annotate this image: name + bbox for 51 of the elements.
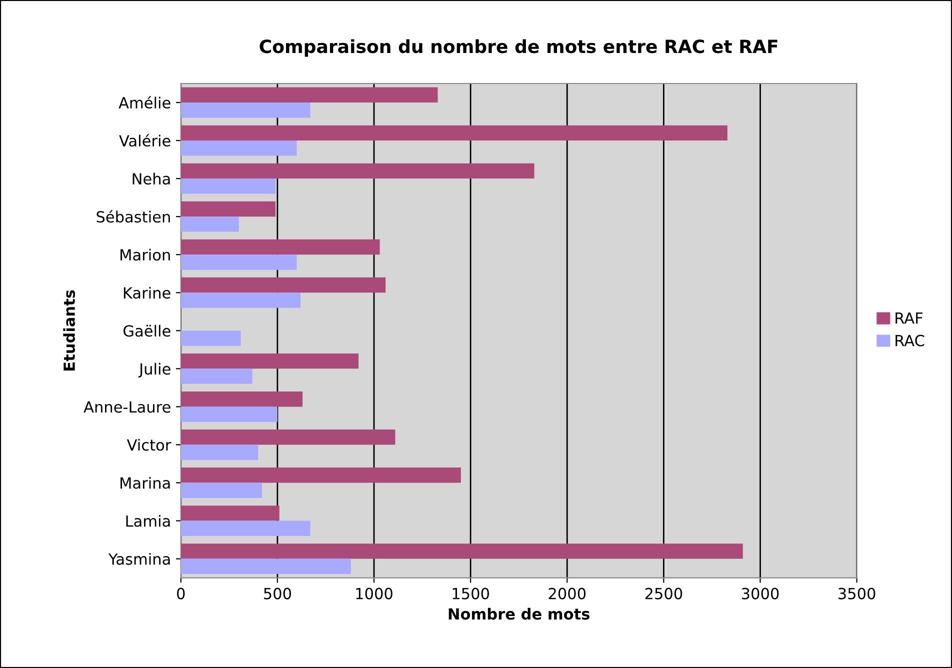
bar [180,102,310,118]
bar [180,254,297,270]
bar [180,87,438,103]
bar [180,125,728,141]
bar [180,482,262,498]
x-axis-title: Nombre de mots [448,608,590,620]
y-tick-label: Julie [138,362,170,378]
x-tick-label: 2000 [548,588,586,600]
bar [180,216,239,232]
bar [180,239,380,255]
y-tick-label: Sébastien [96,210,170,223]
y-tick-label: Yasmina [108,553,170,565]
y-tick-label: Victor [126,438,172,451]
bar [180,201,276,217]
bar [180,520,310,536]
bar [180,353,359,369]
y-tick-label: Anne-Laure [84,401,170,413]
y-tick-label: Amélie [118,96,170,109]
bar [180,330,241,346]
x-tick-label: 500 [264,588,292,600]
bar [180,277,386,293]
y-tick-label: Neha [132,172,170,185]
y-axis-title: Etudiants [63,290,76,370]
x-tick-label: 1000 [356,588,392,600]
bar [180,406,278,422]
bar [180,544,743,559]
bar [180,368,252,384]
bar [180,430,396,445]
y-tick-label: Valérie [119,134,170,147]
bar [180,140,297,156]
bar [180,506,280,521]
bar [180,468,461,483]
x-tick-label: 0 [177,588,185,600]
chart-title: Comparaison du nombre de mots entre RAC et RAF [260,39,778,57]
legend-label: RAF [896,312,922,324]
x-tick-label: 3500 [838,588,876,600]
y-tick-label: Karine [124,286,170,299]
y-tick-label: Gaëlle [124,324,170,337]
y-tick-label: Marion [120,248,170,261]
y-tick-label: Lamia [126,514,170,527]
bar [180,178,276,194]
bar [180,163,534,179]
legend-label: RAC [896,334,924,346]
bar [180,558,351,574]
x-tick-label: 2500 [645,588,682,600]
y-tick-label: Marina [120,476,170,489]
bar [180,444,258,460]
x-tick-label: 3000 [742,588,779,600]
bar [180,392,303,407]
bar [180,292,301,308]
x-tick-label: 1500 [452,588,489,600]
